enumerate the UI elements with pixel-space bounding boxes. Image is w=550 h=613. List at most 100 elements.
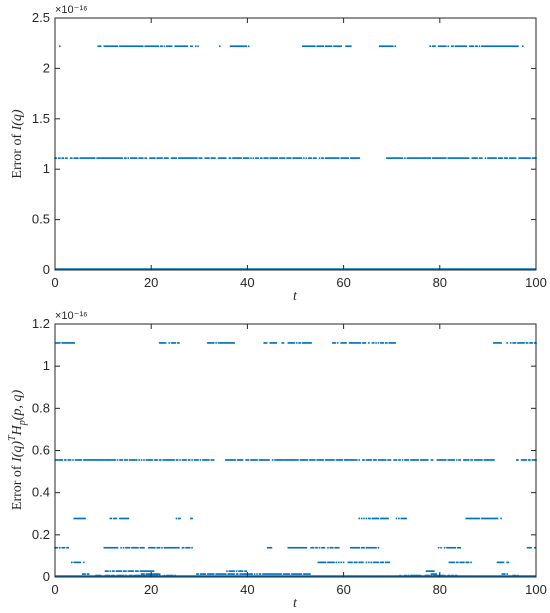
data-point [172,342,174,344]
data-point [526,157,529,159]
data-point [512,45,514,48]
data-point [294,573,297,575]
data-point [138,459,140,461]
data-point [342,561,345,564]
data-point [179,157,181,159]
data-point [270,342,273,344]
data-point [104,574,107,577]
data-point [71,157,73,159]
data-point [432,570,435,572]
data-point [115,517,118,520]
data-point [185,459,187,461]
data-point [174,342,177,344]
data-point [131,157,133,159]
data-point [301,546,304,549]
data-point [315,546,317,549]
data-point [167,574,169,577]
data-point [463,157,465,159]
data-point [328,157,330,159]
data-point [74,459,77,461]
data-point [120,45,122,48]
data-point [524,157,526,159]
data-point [115,570,118,572]
data-point [271,459,274,461]
data-point [147,459,150,461]
data-point [449,561,452,564]
data-point [471,517,474,520]
data-point [188,459,191,461]
data-point [135,546,138,549]
data-point [305,45,308,48]
data-point [155,573,157,575]
data-point [116,574,119,577]
data-point [220,342,222,344]
data-point [344,342,346,344]
data-point [419,574,422,577]
data-point [464,459,466,461]
data-point [132,157,134,159]
data-point [495,342,498,344]
data-point [268,459,270,461]
data-point [380,342,382,344]
data-point [382,459,385,461]
data-point [351,459,353,461]
data-point [274,573,276,575]
data-point [312,459,315,461]
data-point [253,459,256,461]
x-tick-label: 0 [51,582,58,597]
data-point [239,45,241,48]
data-point [164,157,167,159]
data-point [218,157,221,159]
data-point [513,574,516,577]
data-point [447,546,450,549]
data-point [521,45,524,48]
top-plot-x-axis-label: t [293,289,298,304]
data-point [344,157,346,159]
data-point [205,459,208,461]
data-point [496,561,499,564]
data-point [337,561,340,564]
data-point [519,342,522,344]
data-point [151,157,154,159]
data-point [420,157,423,159]
data-point [362,342,364,344]
data-point [317,45,320,48]
data-point [286,157,288,159]
data-point [71,561,73,564]
data-point [470,517,472,520]
data-point [120,517,122,520]
data-point [194,45,197,48]
data-point [241,459,244,461]
data-point [476,157,478,159]
data-point [121,157,124,159]
data-point [416,157,418,159]
data-point [386,561,388,564]
data-point [356,546,358,549]
data-point [324,459,327,461]
data-point [452,157,454,159]
data-point [281,157,284,159]
data-point [66,157,68,159]
data-point [418,157,421,159]
data-point [478,517,481,520]
data-point [317,561,320,564]
data-point [499,561,501,564]
data-point [122,574,125,577]
data-point [295,546,298,549]
data-point [221,157,223,159]
x-tick-label: 80 [433,275,447,290]
data-point [435,574,437,577]
data-point [109,157,112,159]
data-point [72,342,74,344]
data-point [97,459,100,461]
data-point [350,45,352,48]
data-point [298,342,300,344]
data-point [131,546,133,549]
data-point [305,342,308,344]
data-point [232,157,234,159]
data-point [127,45,130,48]
data-point [164,546,167,549]
data-point [466,157,469,159]
data-point [283,157,286,159]
data-point [447,459,450,461]
